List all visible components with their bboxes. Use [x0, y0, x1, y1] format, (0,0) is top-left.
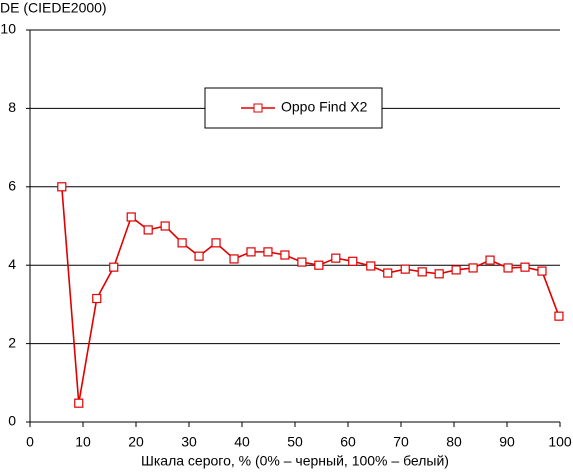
- point-marker: [160, 221, 170, 231]
- series-line: [61, 186, 560, 404]
- x-tick-label: 70: [393, 434, 409, 450]
- point-marker: [92, 293, 102, 304]
- x-tick-label: 30: [181, 434, 197, 450]
- point-marker: [109, 262, 119, 272]
- point-marker: [74, 398, 84, 408]
- point-marker: [417, 267, 427, 277]
- point-marker: [366, 261, 376, 271]
- x-tick-label: 20: [128, 434, 144, 450]
- point-marker: [126, 212, 136, 222]
- y-tick-label: 10: [0, 21, 16, 37]
- point-marker: [503, 263, 513, 273]
- point-marker: [400, 264, 410, 274]
- x-axis-label: Шкала серого, % (0% – черный, 100% – бел…: [141, 453, 449, 469]
- point-marker: [451, 265, 461, 275]
- point-marker: [246, 247, 256, 257]
- point-marker: [143, 225, 153, 235]
- point-marker: [434, 269, 444, 279]
- point-marker: [211, 238, 221, 248]
- point-marker: [348, 256, 358, 266]
- point-marker: [280, 250, 290, 260]
- point-marker: [331, 253, 341, 263]
- x-tick-label: 80: [446, 434, 462, 450]
- point-marker: [485, 255, 495, 265]
- point-marker: [554, 311, 564, 321]
- y-tick-label: 2: [8, 334, 16, 350]
- x-tick-label: 100: [548, 434, 572, 450]
- legend-box: [204, 87, 383, 129]
- y-tick-label: 6: [8, 178, 16, 194]
- point-marker: [263, 247, 273, 257]
- x-tick-label: 0: [26, 434, 34, 450]
- x-tick-label: 10: [75, 434, 91, 450]
- point-marker: [383, 268, 393, 278]
- point-marker: [177, 238, 187, 248]
- point-marker: [520, 262, 530, 272]
- legend-marker: [253, 103, 263, 113]
- x-tick-label: 60: [340, 434, 356, 450]
- point-marker: [194, 251, 204, 261]
- y-tick-label: 0: [8, 413, 16, 429]
- point-marker: [297, 257, 307, 267]
- y-tick-label: 8: [8, 99, 16, 115]
- point-marker: [314, 260, 324, 270]
- point-marker: [229, 254, 239, 264]
- point-marker: [57, 182, 67, 192]
- point-marker: [468, 263, 478, 273]
- chart-title: DE (CIEDE2000): [0, 0, 107, 16]
- x-tick-label: 90: [499, 434, 515, 450]
- y-tick-label: 4: [8, 256, 16, 272]
- legend-label: Oppo Find X2: [281, 99, 368, 115]
- x-tick-label: 40: [234, 434, 250, 450]
- x-tick-label: 50: [287, 434, 303, 450]
- point-marker: [537, 266, 547, 276]
